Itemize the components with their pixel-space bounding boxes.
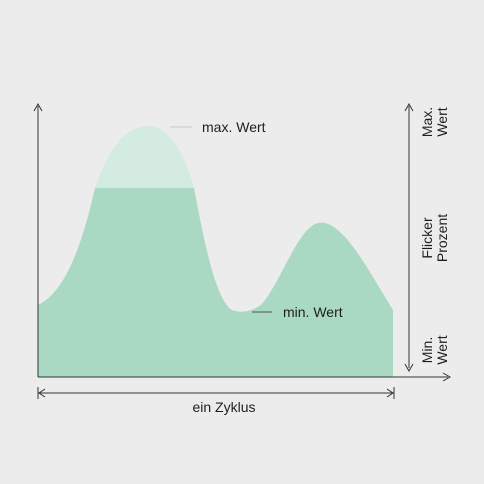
cycle-arrowhead-left bbox=[38, 388, 46, 398]
range-arrow-bottom bbox=[404, 363, 414, 373]
max-value-label: max. Wert bbox=[202, 119, 266, 135]
y-axis-arrow bbox=[33, 102, 43, 112]
x-axis-arrow bbox=[442, 372, 452, 382]
axis-middle-label: Flicker Prozent bbox=[419, 214, 450, 262]
cycle-label: ein Zyklus bbox=[192, 399, 255, 415]
axis-middle-label-line2: Prozent bbox=[434, 214, 450, 262]
axis-top-label: Max. Wert bbox=[419, 107, 450, 137]
axis-top-label-line2: Wert bbox=[434, 107, 450, 136]
waveform-area bbox=[38, 188, 393, 377]
cycle-arrowhead-right bbox=[386, 388, 394, 398]
min-value-label: min. Wert bbox=[283, 304, 343, 320]
peak-highlight-area bbox=[95, 125, 194, 188]
range-arrow-top bbox=[404, 102, 414, 112]
axis-middle-label-line1: Flicker bbox=[419, 217, 435, 259]
axis-top-label-line1: Max. bbox=[419, 107, 435, 137]
axis-bottom-label-line1: Min. bbox=[419, 337, 435, 363]
axis-bottom-label-line2: Wert bbox=[434, 335, 450, 364]
axis-bottom-label: Min. Wert bbox=[419, 335, 450, 364]
